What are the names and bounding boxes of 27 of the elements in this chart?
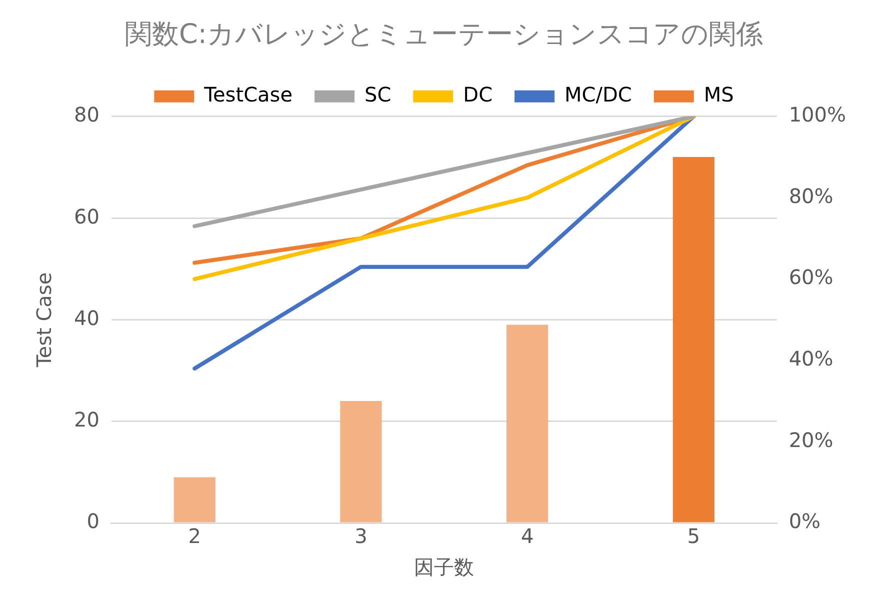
bar (340, 401, 382, 522)
legend-label: MS (704, 82, 734, 107)
x-tick-label: 3 (354, 524, 368, 548)
y2-tick-label: 20% (788, 428, 834, 452)
x-axis-title: 因子数 (414, 555, 474, 580)
y-axis-title: Test Case (32, 272, 56, 368)
x-tick-label: 4 (520, 524, 534, 548)
y-tick-label: 20 (74, 408, 100, 432)
legend-label: SC (364, 82, 392, 107)
x-tick-label: 5 (687, 524, 700, 548)
bar (672, 157, 714, 522)
y2-tick-label: 60% (788, 265, 834, 290)
y2-tick-label: 40% (788, 346, 834, 371)
y2-tick-label: 80% (788, 184, 834, 208)
bar (506, 324, 548, 522)
bar (174, 477, 216, 522)
y-tick-label: 40 (74, 306, 100, 330)
y2-tick-label: 100% (788, 102, 846, 127)
legend-label: DC (463, 82, 493, 107)
x-tick-label: 2 (188, 524, 201, 548)
y-tick-label: 0 (86, 509, 100, 534)
y2-tick-label: 0% (788, 509, 821, 534)
y-tick-label: 60 (74, 204, 100, 228)
legend-label: TestCase (203, 82, 293, 107)
chart-title: 関数C:カバレッジとミューテーションスコアの関係 (125, 19, 763, 50)
y-tick-label: 80 (74, 102, 100, 127)
legend-label: MC/DC (564, 82, 632, 107)
